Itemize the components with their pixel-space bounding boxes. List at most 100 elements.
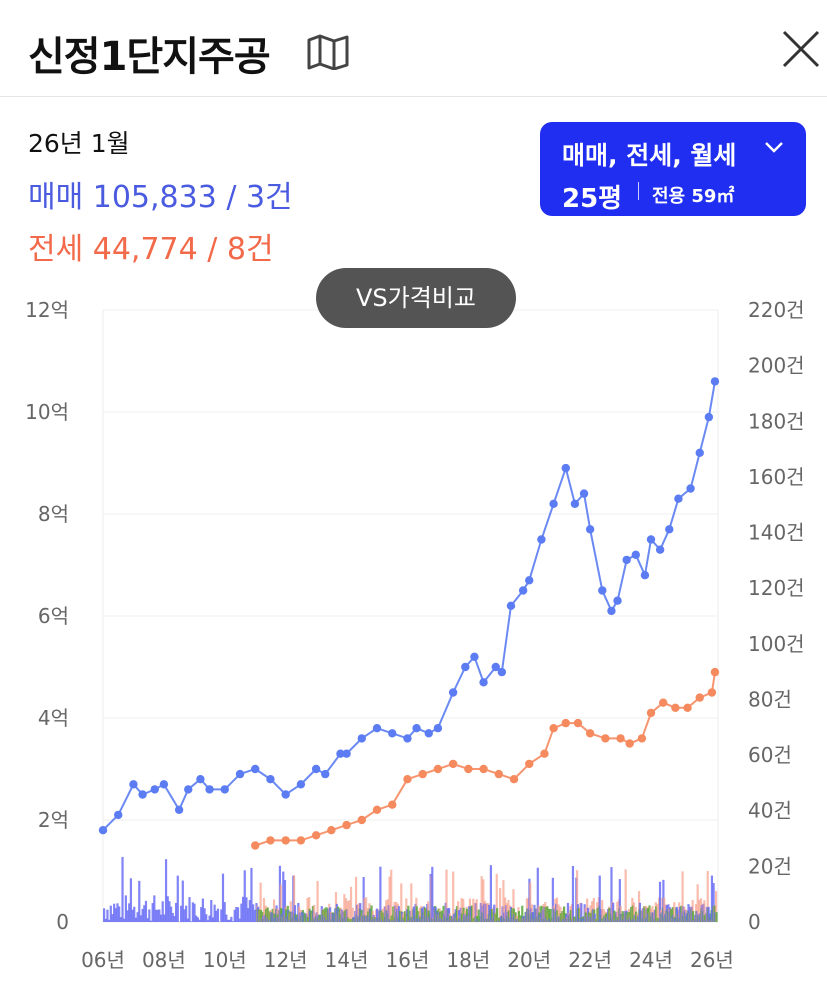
sale-volume-bar: [153, 895, 156, 922]
sale-volume-bar: [685, 913, 688, 922]
trade-filter-button[interactable]: 매매, 전세, 월세 25평 전용 59㎡: [540, 122, 806, 216]
sale-volume-bar: [109, 905, 112, 922]
sale-data-point: [479, 678, 488, 687]
y-right-tick-label: 200건: [748, 354, 805, 378]
wolse-volume-bar: [549, 908, 552, 922]
sale-volume-bar: [148, 909, 151, 922]
wolse-volume-bar: [521, 905, 524, 922]
sale-volume-bar: [352, 917, 355, 922]
wolse-volume-bar: [264, 908, 268, 922]
sale-data-point: [686, 484, 695, 493]
wolse-volume-bar: [288, 911, 291, 922]
jeonse-data-point: [281, 836, 290, 845]
sale-volume-bar: [598, 875, 601, 922]
wolse-volume-bar: [285, 909, 288, 922]
jeonse-data-point: [646, 708, 656, 718]
jeonse-data-point: [403, 775, 412, 784]
wolse-volume-bar: [569, 910, 572, 922]
jeonse-data-point: [561, 718, 570, 728]
wolse-volume-bar: [306, 916, 310, 922]
y-right-tick-label: 80건: [748, 687, 792, 711]
jeonse-data-point: [616, 734, 625, 743]
sale-volume-bar: [548, 918, 551, 922]
wolse-volume-bar: [578, 907, 581, 922]
y-right-tick-label: 220건: [748, 298, 805, 322]
wolse-volume-bar: [370, 905, 373, 922]
jeonse-data-point: [671, 703, 680, 712]
sale-volume-bar: [118, 906, 121, 922]
x-tick-label: 14년: [325, 948, 369, 972]
sale-volume-bar: [183, 909, 186, 922]
wolse-volume-bar: [703, 915, 706, 922]
jeonse-volume-bar: [365, 897, 368, 922]
jeonse-data-point: [540, 749, 549, 758]
sale-data-point: [710, 377, 720, 386]
jeonse-data-point: [448, 759, 458, 769]
wolse-volume-bar: [390, 915, 393, 922]
sale-volume-bar: [571, 865, 575, 922]
jeonse-volume-bar: [279, 884, 282, 922]
sale-volume-bar: [243, 870, 246, 922]
wolse-volume-bar: [556, 910, 559, 922]
jeonse-volume-bar: [555, 897, 559, 922]
wolse-volume-bar: [323, 908, 326, 922]
wolse-volume-bar: [303, 912, 306, 922]
sale-volume-bar: [235, 906, 238, 922]
sale-data-point: [607, 606, 616, 616]
sale-volume-bar: [171, 912, 174, 922]
close-icon[interactable]: [780, 28, 822, 70]
sale-volume-bar: [295, 917, 298, 922]
wolse-volume-bar: [347, 917, 350, 922]
sale-data-point: [518, 586, 528, 595]
sale-volume-bar: [593, 913, 596, 922]
sale-data-point: [266, 775, 275, 784]
jeonse-volume-bar: [475, 899, 478, 922]
y-left-tick-label: 6억: [38, 604, 69, 628]
sale-volume-bar: [293, 905, 297, 922]
sale-data-point: [403, 734, 412, 743]
sale-data-point: [646, 535, 656, 544]
jeonse-volume-bar: [472, 898, 475, 922]
sale-data-point: [311, 764, 321, 774]
sale-data-point: [665, 525, 674, 534]
jeonse-volume-bar: [349, 886, 353, 922]
jeonse-volume-bar: [351, 907, 354, 922]
jeonse-data-point: [601, 734, 610, 743]
jeonse-data-point: [585, 729, 595, 738]
sale-data-point: [537, 535, 546, 544]
jeonse-data-point: [637, 734, 647, 743]
sale-volume-bar: [185, 905, 188, 922]
sale-volume-bar: [138, 880, 141, 922]
map-icon[interactable]: [306, 34, 350, 70]
sale-data-point: [98, 826, 108, 835]
jeonse-volume-bar: [354, 876, 358, 922]
sale-volume-bar: [129, 878, 132, 922]
vs-compare-button[interactable]: VS가격비교: [316, 268, 516, 328]
sale-volume-bar: [175, 902, 178, 922]
jeonse-volume-bar: [706, 871, 709, 922]
jeonse-volume-bar: [460, 898, 463, 922]
sale-volume-bar: [208, 915, 211, 922]
sale-volume-bar: [191, 902, 194, 922]
wolse-volume-bar: [594, 919, 598, 922]
sale-volume-bar: [141, 908, 144, 922]
sale-volume-bar: [369, 908, 372, 922]
jeonse-data-point: [509, 775, 519, 784]
sale-volume-bar: [136, 912, 139, 922]
y-right-tick-label: 120건: [748, 576, 805, 600]
sale-data-point: [372, 724, 382, 733]
sale-volume-bar: [709, 913, 712, 922]
sale-data-point: [585, 525, 595, 534]
jeonse-data-point: [625, 739, 634, 748]
jeonse-volume-bar: [663, 897, 666, 922]
sale-volume-bar: [111, 914, 114, 922]
jeonse-data-point: [266, 836, 275, 845]
jeonse-data-point: [707, 688, 717, 697]
sale-volume-bar: [154, 909, 158, 922]
wolse-volume-bar: [596, 907, 599, 922]
y-left-tick-label: 4억: [38, 706, 69, 730]
sale-volume-bar: [536, 867, 539, 922]
y-left-tick-label: 8억: [38, 502, 69, 526]
sale-volume-bar: [359, 903, 362, 922]
wolse-volume-bar: [325, 907, 328, 922]
